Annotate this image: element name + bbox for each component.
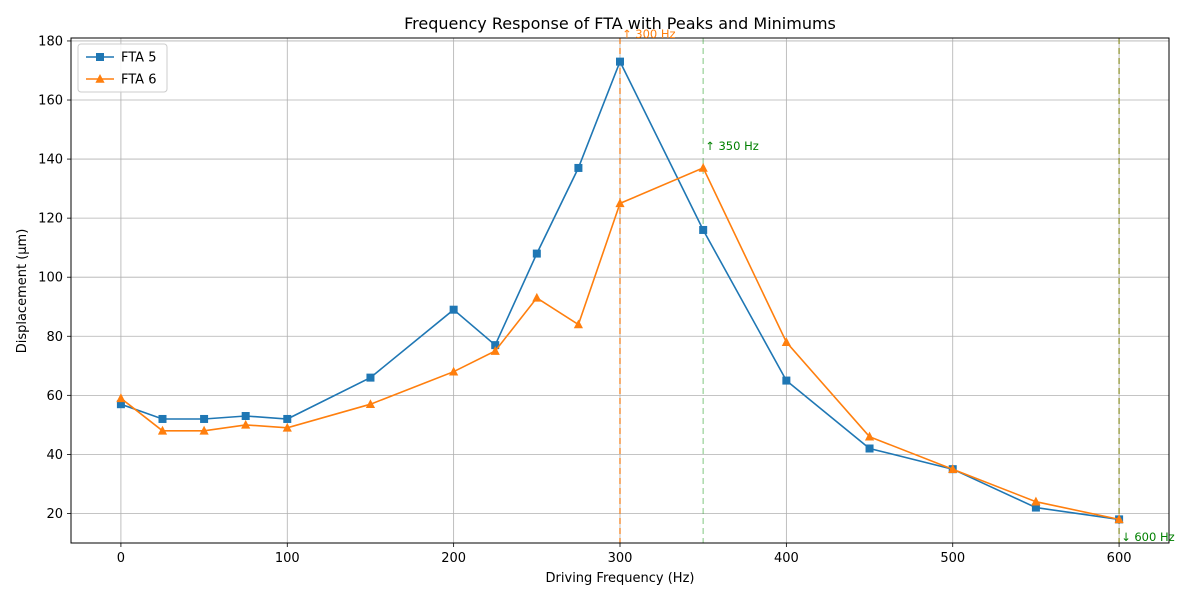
- tick-layer: 0 100 200 300 400 500 600 20 40 60 80 100 120 140 160 1…: [38, 34, 1131, 566]
- chart-title: Frequency Response of FTA with Peaks and…: [404, 14, 836, 33]
- data-point: [116, 393, 126, 403]
- y-axis-title: Displacement (μm): [15, 229, 30, 354]
- data-point: [1031, 503, 1040, 512]
- legend: FTA 5 FTA 6: [77, 43, 168, 93]
- data-point: [699, 225, 708, 234]
- x-tick-label: 0: [117, 551, 125, 566]
- x-tick-label: 500: [940, 551, 965, 566]
- data-point: [116, 400, 125, 409]
- x-tick-label: 600: [1107, 551, 1132, 566]
- legend-label: FTA 5: [121, 51, 156, 66]
- annotation-label: ↑ 300 Hz: [622, 27, 676, 41]
- y-tick-label: 40: [46, 448, 63, 463]
- data-point: [532, 292, 542, 302]
- data-point: [283, 414, 292, 423]
- data-point: [948, 464, 958, 473]
- annotation-label: ↓ 600 Hz: [1121, 530, 1175, 544]
- data-point: [532, 249, 541, 258]
- x-tick-label: 200: [441, 551, 466, 566]
- series-0: [116, 57, 1124, 524]
- legend-label: FTA 6: [121, 73, 156, 88]
- annotation-layer: ↑ 300 Hz ↑ 350 Hz ↓ 600 Hz: [622, 27, 1175, 544]
- data-point: [449, 305, 458, 314]
- data-point: [365, 399, 376, 408]
- vline-layer: [619, 38, 1120, 543]
- y-tick-label: 100: [38, 271, 63, 286]
- data-point: [366, 373, 375, 382]
- legend-marker: [95, 74, 105, 83]
- data-point: [200, 414, 209, 423]
- data-point: [157, 425, 168, 435]
- x-tick-label: 100: [275, 551, 300, 566]
- y-tick-label: 120: [38, 212, 63, 227]
- series-1: [116, 162, 1124, 524]
- y-tick-label: 60: [46, 389, 63, 404]
- data-point: [574, 163, 583, 172]
- series-layer: [116, 57, 1124, 524]
- data-point: [864, 431, 875, 441]
- data-point: [199, 425, 209, 435]
- data-point: [1031, 496, 1041, 506]
- data-point: [865, 444, 874, 453]
- data-point: [698, 162, 708, 172]
- annotation-label: ↑ 350 Hz: [705, 139, 759, 153]
- data-point: [241, 412, 250, 421]
- y-tick-label: 80: [46, 330, 63, 345]
- y-tick-label: 140: [38, 153, 63, 168]
- data-point: [449, 366, 459, 376]
- data-point: [573, 319, 584, 329]
- data-point: [282, 422, 292, 432]
- x-axis-title: Driving Frequency (Hz): [546, 571, 695, 586]
- data-point: [782, 376, 791, 385]
- legend-item: FTA 5: [86, 51, 156, 66]
- data-point: [490, 346, 500, 355]
- y-tick-label: 160: [38, 94, 63, 109]
- data-point: [158, 414, 167, 423]
- x-tick-label: 300: [608, 551, 633, 566]
- y-tick-label: 180: [38, 34, 63, 49]
- x-tick-label: 400: [774, 551, 799, 566]
- data-point: [615, 198, 625, 208]
- y-tick-label: 20: [46, 507, 63, 522]
- legend-marker: [96, 53, 104, 61]
- data-point: [241, 419, 251, 429]
- data-point: [1114, 514, 1124, 524]
- data-point: [616, 57, 624, 66]
- legend-item: FTA 6: [86, 73, 156, 88]
- data-point: [781, 337, 791, 346]
- data-point: [491, 341, 500, 350]
